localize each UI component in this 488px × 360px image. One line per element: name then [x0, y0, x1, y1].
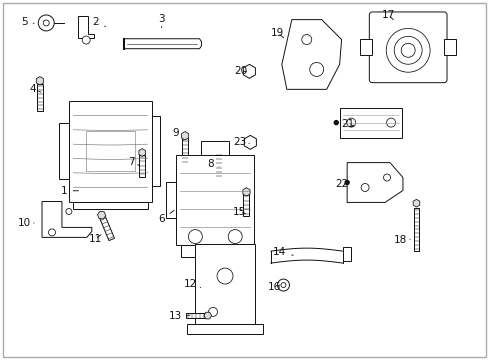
FancyBboxPatch shape: [340, 108, 401, 138]
Bar: [59, 123, 69, 179]
Bar: [73, 202, 147, 210]
Text: 2: 2: [92, 17, 105, 27]
Circle shape: [277, 279, 289, 291]
Circle shape: [334, 121, 338, 125]
Circle shape: [383, 174, 390, 181]
Text: 13: 13: [168, 311, 189, 321]
Polygon shape: [181, 132, 188, 140]
Polygon shape: [281, 20, 341, 89]
Circle shape: [281, 283, 285, 288]
Polygon shape: [42, 202, 92, 237]
Text: 18: 18: [393, 235, 409, 245]
Bar: [216, 153, 222, 179]
Circle shape: [43, 20, 49, 26]
Polygon shape: [412, 199, 419, 207]
Text: 5: 5: [21, 17, 34, 27]
Circle shape: [346, 118, 355, 127]
Circle shape: [188, 230, 202, 244]
Polygon shape: [203, 312, 211, 319]
Bar: [413, 208, 418, 251]
Text: 9: 9: [172, 129, 183, 140]
Text: 7: 7: [128, 157, 140, 167]
Circle shape: [48, 229, 55, 236]
Text: 4: 4: [29, 84, 41, 94]
Text: 20: 20: [234, 66, 247, 76]
Bar: [166, 182, 176, 218]
Bar: [187, 324, 263, 334]
Circle shape: [345, 180, 348, 185]
Bar: [85, 131, 135, 171]
Text: 1: 1: [61, 186, 79, 196]
Text: 23: 23: [232, 138, 249, 147]
Text: 11: 11: [88, 234, 102, 244]
Bar: [201, 141, 229, 155]
Circle shape: [228, 230, 242, 244]
Circle shape: [66, 208, 72, 215]
Circle shape: [386, 28, 429, 72]
Polygon shape: [36, 77, 43, 85]
Text: 12: 12: [184, 279, 200, 289]
FancyBboxPatch shape: [368, 12, 446, 83]
Text: 8: 8: [206, 159, 219, 169]
Polygon shape: [243, 188, 249, 196]
Polygon shape: [123, 39, 201, 49]
Bar: [443, 39, 455, 55]
Text: 21: 21: [341, 120, 354, 129]
Bar: [342, 247, 350, 261]
Polygon shape: [215, 146, 223, 154]
Circle shape: [301, 35, 311, 45]
Bar: [181, 244, 248, 257]
Text: 15: 15: [232, 207, 246, 217]
Bar: [100, 216, 114, 240]
Polygon shape: [244, 135, 256, 149]
FancyBboxPatch shape: [176, 155, 254, 244]
Text: 10: 10: [18, 218, 34, 228]
Text: 22: 22: [335, 179, 348, 189]
Bar: [139, 155, 144, 177]
Circle shape: [386, 118, 395, 127]
Bar: [152, 116, 160, 186]
Circle shape: [217, 268, 232, 284]
Polygon shape: [346, 163, 402, 202]
Bar: [243, 194, 249, 216]
FancyBboxPatch shape: [195, 244, 254, 324]
FancyBboxPatch shape: [69, 101, 152, 202]
Polygon shape: [78, 16, 94, 38]
Circle shape: [82, 36, 90, 44]
Circle shape: [360, 184, 368, 192]
Bar: [182, 138, 188, 164]
Text: 16: 16: [267, 282, 281, 292]
Bar: [37, 84, 43, 112]
Circle shape: [38, 15, 54, 31]
Bar: [185, 313, 205, 318]
Text: 19: 19: [270, 28, 284, 38]
Circle shape: [208, 307, 217, 316]
Text: 6: 6: [158, 210, 174, 224]
Circle shape: [400, 43, 414, 57]
Polygon shape: [139, 149, 145, 156]
Circle shape: [309, 62, 323, 76]
Bar: [360, 39, 371, 55]
Circle shape: [393, 36, 421, 64]
Polygon shape: [243, 64, 255, 78]
Text: 3: 3: [158, 14, 164, 28]
Text: 17: 17: [381, 10, 394, 20]
Text: 14: 14: [272, 247, 293, 257]
Polygon shape: [97, 211, 105, 219]
